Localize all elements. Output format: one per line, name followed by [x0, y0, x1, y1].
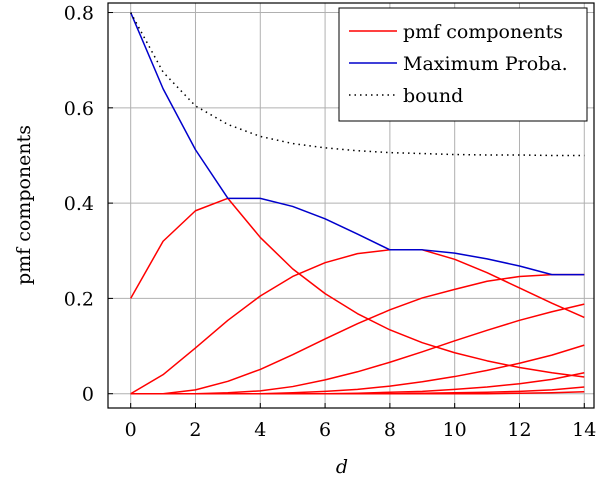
series-line-5: [130, 344, 585, 395]
x-tick-label: 0: [125, 419, 137, 441]
x-tick-label: 6: [319, 419, 331, 441]
x-axis-title: d: [336, 456, 348, 478]
x-ticks: 0 2 4 6 8 10 12 14: [125, 403, 596, 441]
plot-frame: [107, 2, 595, 409]
y-tick-label: 0.4: [64, 193, 94, 215]
y-tick-label: 0: [82, 384, 94, 406]
legend-box: [338, 7, 588, 122]
series-group: [129, 12, 585, 395]
series-line-3: [130, 273, 585, 395]
series-line-1: [130, 197, 585, 378]
series-line-2: [130, 249, 585, 395]
series-line-8: [130, 391, 585, 395]
legend-label: bound: [403, 85, 463, 107]
x-tick-label: 8: [384, 419, 396, 441]
legend-label: Maximum Proba.: [403, 53, 568, 75]
x-tick-label: 14: [572, 419, 596, 441]
series-line-10: [130, 12, 585, 157]
y-tick-label: 0.6: [64, 98, 94, 120]
y-ticks: 0 0.2 0.4 0.6 0.8: [64, 3, 113, 406]
x-tick-label: 10: [443, 419, 467, 441]
x-tick-label: 4: [254, 419, 266, 441]
series-line-4: [130, 303, 585, 395]
x-tick-label: 12: [507, 419, 531, 441]
y-tick-label: 0.2: [64, 288, 94, 310]
legend: pmf components Maximum Proba. bound: [338, 7, 588, 122]
series-line-9: [129, 12, 585, 276]
series-line-6: [130, 372, 585, 395]
x-tick-label: 2: [189, 419, 201, 441]
y-axis-title: pmf components: [13, 125, 35, 285]
legend-label: pmf components: [403, 21, 563, 43]
y-tick-label: 0.8: [64, 3, 94, 25]
